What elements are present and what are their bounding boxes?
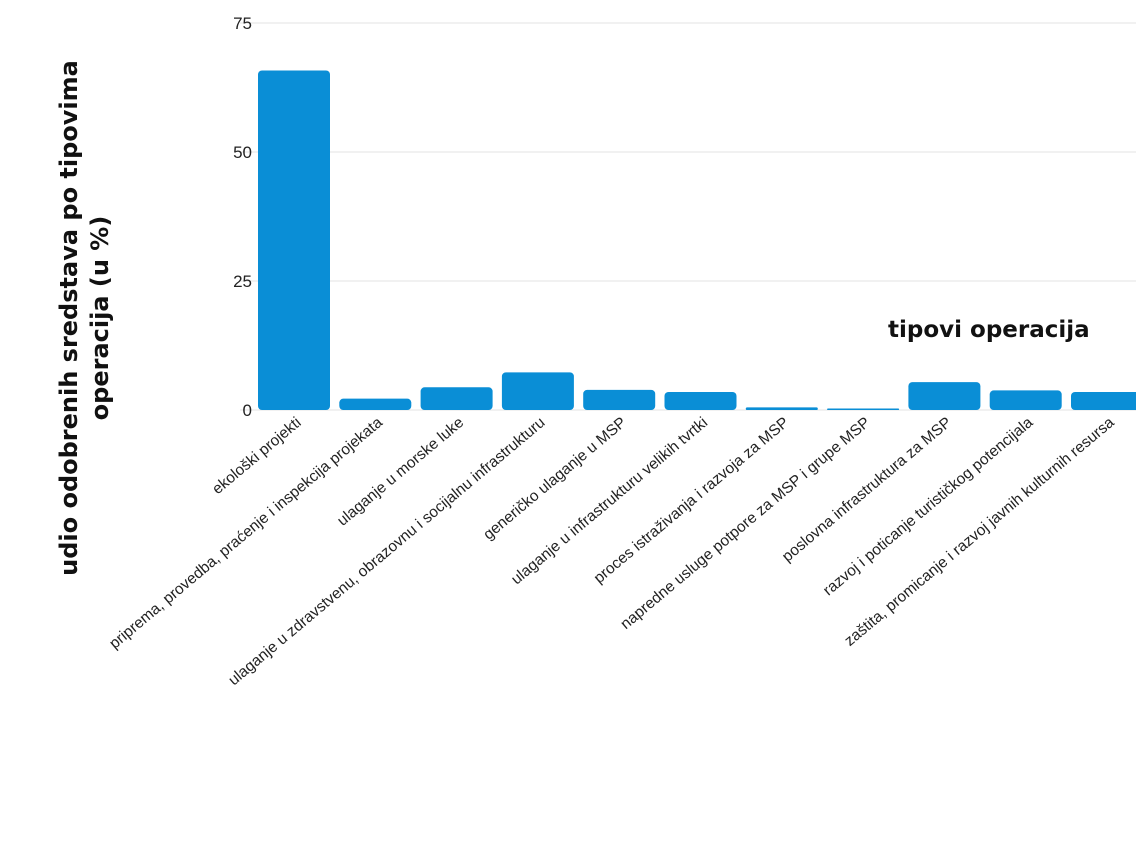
bar xyxy=(339,398,412,410)
bar xyxy=(827,408,900,410)
bar xyxy=(908,382,981,410)
bar xyxy=(664,391,737,410)
y-tick-label: 0 xyxy=(243,401,252,420)
x-tick-label: zaštita, promicanje i razvoj javnih kult… xyxy=(841,414,1118,650)
x-tick-label: priprema, provedba, praćenje i inspekcij… xyxy=(106,414,386,653)
bar xyxy=(583,389,656,410)
bar xyxy=(1071,391,1136,410)
bar xyxy=(745,407,818,410)
x-tick-label: ulaganje u zdravstvenu, obrazovnu i soci… xyxy=(225,414,548,689)
y-tick-label: 50 xyxy=(233,143,252,162)
bar xyxy=(258,70,330,411)
bar xyxy=(989,390,1062,410)
y-tick-label: 75 xyxy=(233,14,252,33)
grid-lines xyxy=(240,22,1136,411)
bar xyxy=(501,372,574,410)
bars xyxy=(258,70,1136,411)
x-tick-label: poslovna infrastruktura za MSP xyxy=(779,414,955,565)
x-axis-title: tipovi operacija xyxy=(888,317,1090,343)
x-tick-label: generičko ulaganje u MSP xyxy=(480,414,630,543)
y-axis-title: udio odobrenih sredstava po tipovima ope… xyxy=(55,60,114,576)
y-axis-ticks: 0 25 50 75 xyxy=(233,14,252,420)
bar xyxy=(420,387,493,410)
y-tick-label: 25 xyxy=(233,272,252,291)
